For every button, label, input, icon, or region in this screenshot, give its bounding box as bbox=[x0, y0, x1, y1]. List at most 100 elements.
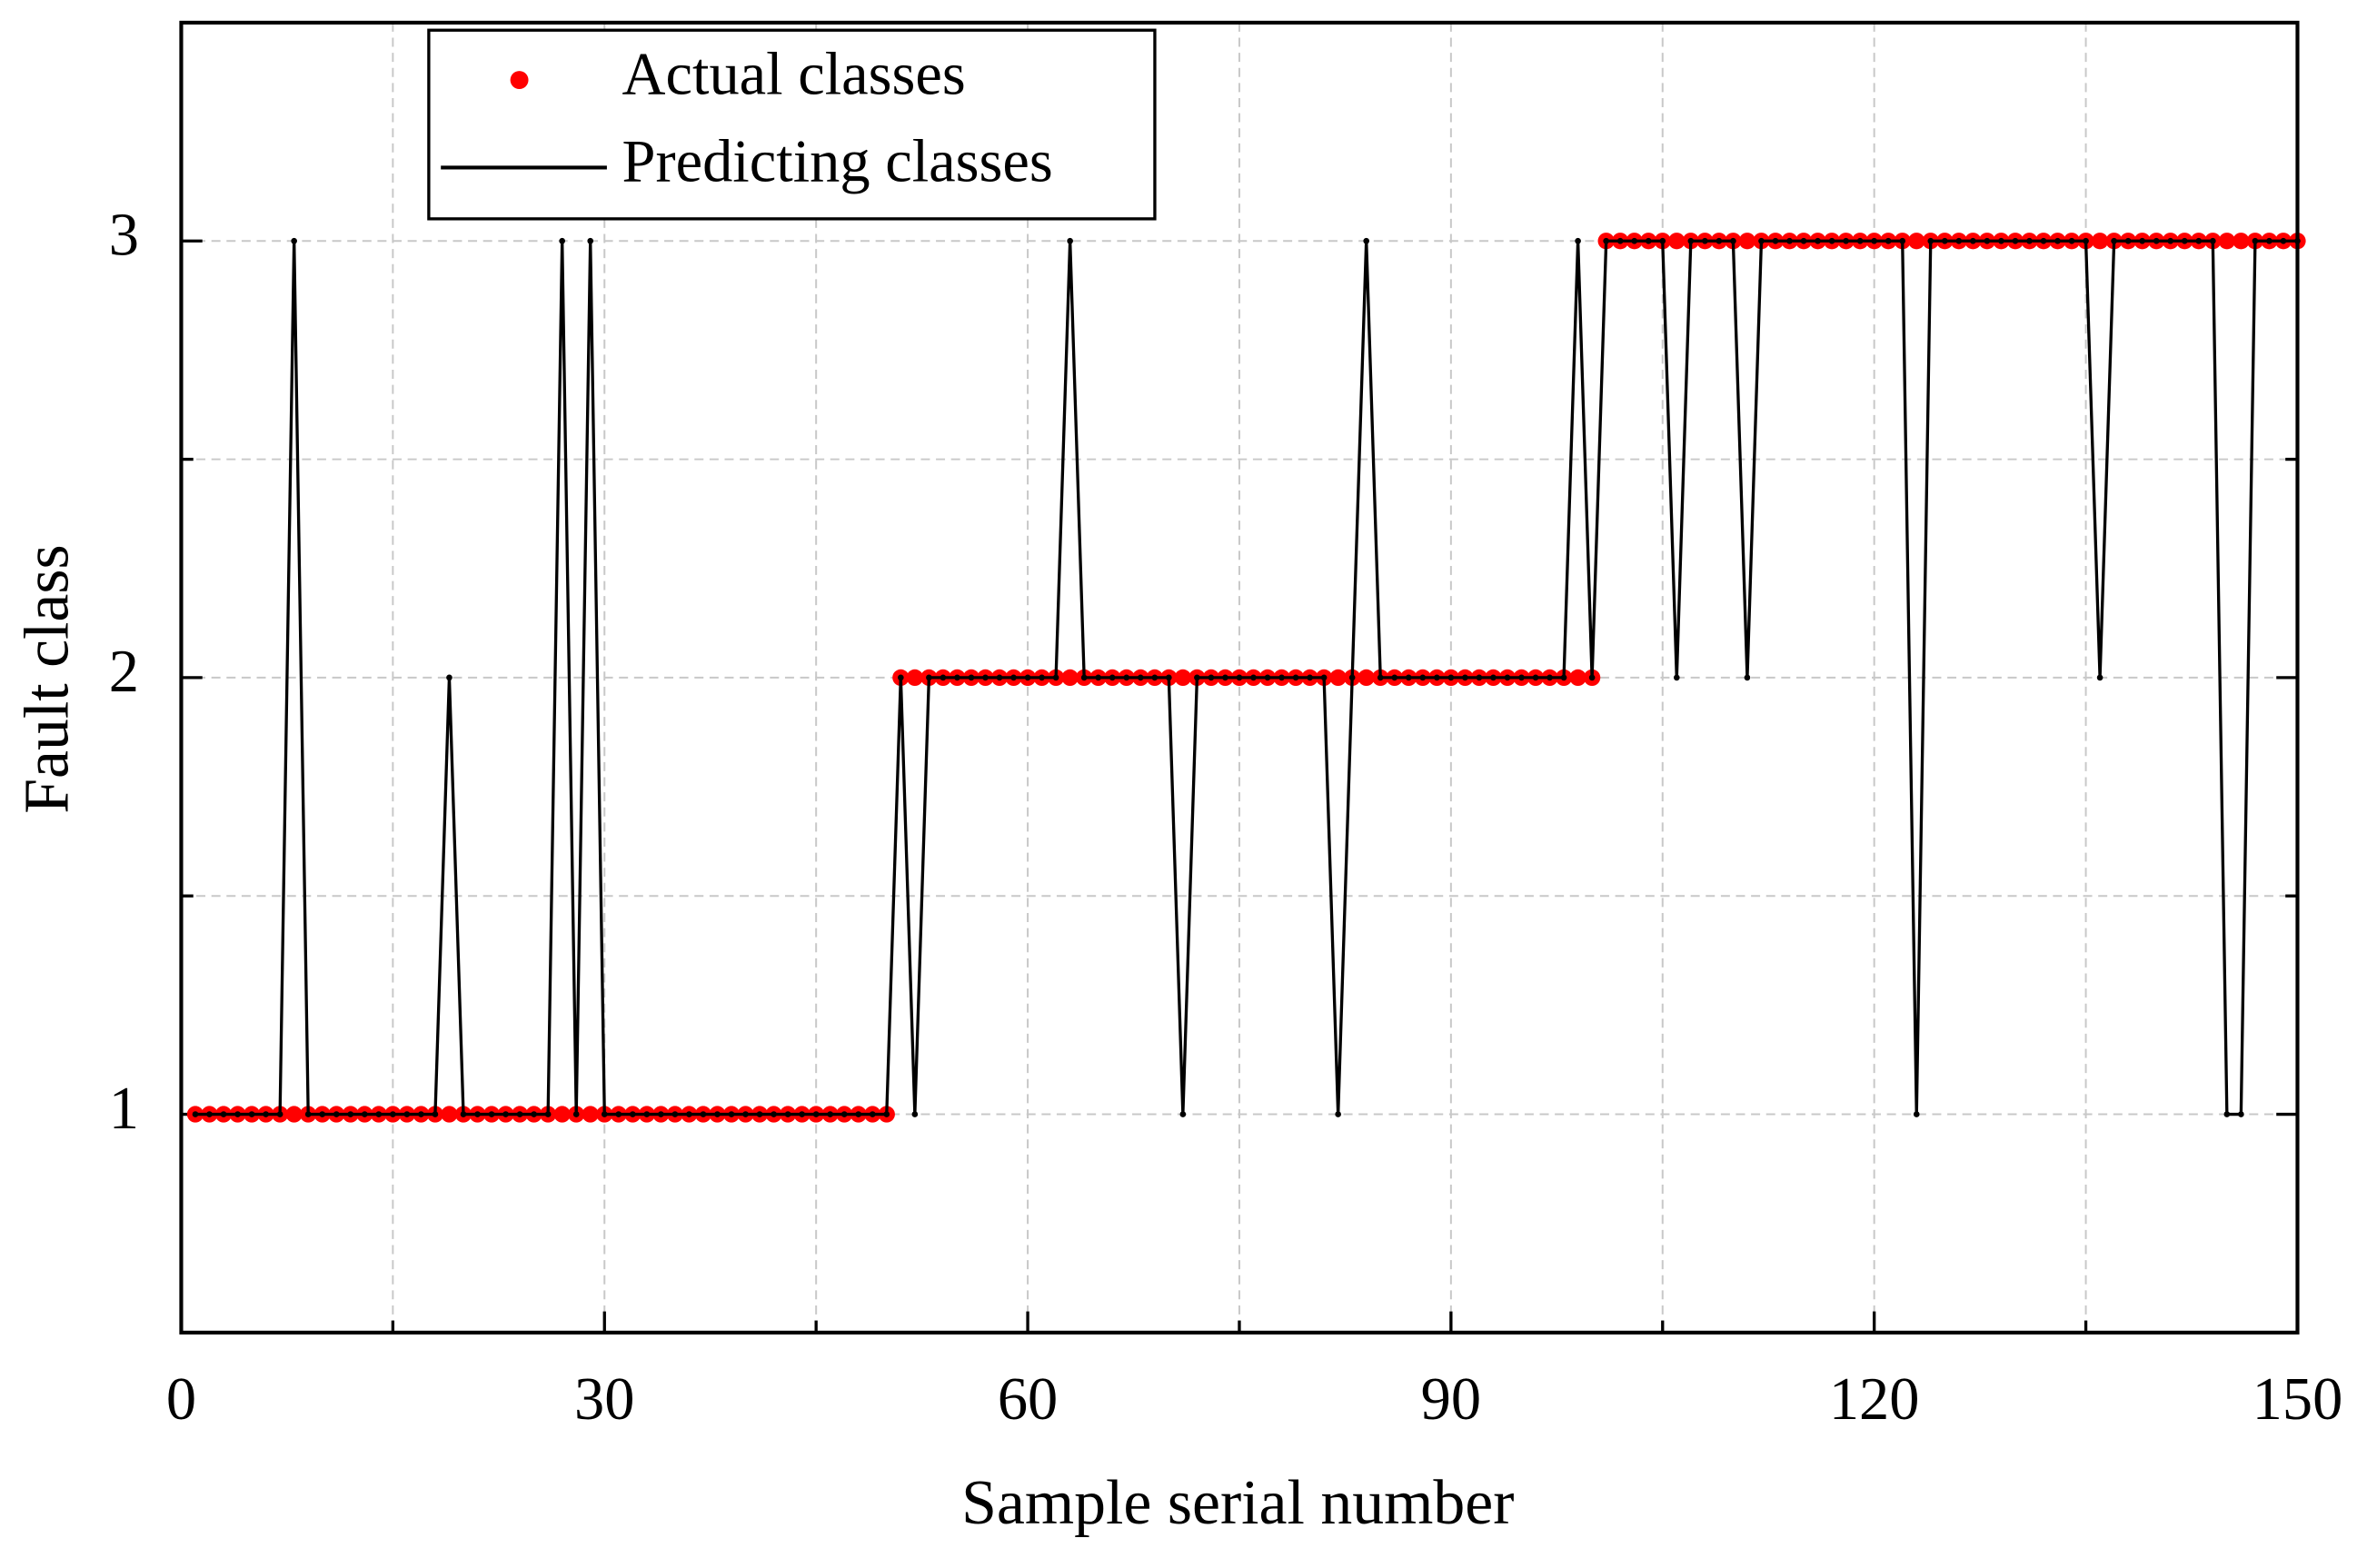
prediction-marker bbox=[1419, 674, 1427, 681]
prediction-marker bbox=[1616, 237, 1624, 244]
prediction-marker bbox=[1504, 674, 1511, 681]
prediction-marker bbox=[572, 1111, 580, 1117]
prediction-marker bbox=[2068, 237, 2075, 244]
prediction-marker bbox=[1984, 237, 1991, 244]
prediction-marker bbox=[1998, 237, 2004, 244]
actual-point bbox=[1668, 233, 1686, 250]
actual-point bbox=[2218, 233, 2235, 250]
prediction-marker bbox=[1871, 237, 1877, 244]
prediction-marker bbox=[1348, 674, 1356, 681]
prediction-marker bbox=[474, 1111, 481, 1117]
prediction-marker bbox=[1645, 237, 1652, 244]
prediction-marker bbox=[361, 1111, 368, 1117]
prediction-marker bbox=[784, 1111, 791, 1117]
actual-point bbox=[1329, 669, 1347, 687]
prediction-marker bbox=[869, 1111, 876, 1117]
prediction-marker bbox=[2252, 237, 2259, 244]
prediction-marker bbox=[1899, 237, 1906, 244]
prediction-marker bbox=[1856, 237, 1864, 244]
prediction-marker bbox=[883, 1111, 890, 1117]
prediction-marker bbox=[1730, 237, 1736, 244]
prediction-marker bbox=[840, 1111, 848, 1117]
actual-point bbox=[285, 1106, 303, 1123]
prediction-marker bbox=[996, 674, 1003, 681]
prediction-marker bbox=[2012, 237, 2019, 244]
prediction-marker bbox=[714, 1111, 721, 1117]
prediction-marker bbox=[1137, 674, 1144, 681]
prediction-marker bbox=[347, 1111, 354, 1117]
prediction-marker bbox=[276, 1111, 283, 1117]
prediction-marker bbox=[1208, 674, 1215, 681]
prediction-marker bbox=[432, 1111, 439, 1117]
prediction-marker bbox=[926, 674, 932, 681]
prediction-marker bbox=[1405, 674, 1412, 681]
prediction-marker bbox=[601, 1111, 608, 1117]
prediction-marker bbox=[1927, 237, 1934, 244]
prediction-marker bbox=[1786, 237, 1793, 244]
prediction-marker bbox=[1010, 674, 1017, 681]
prediction-marker bbox=[1462, 674, 1468, 681]
prediction-marker bbox=[940, 674, 947, 681]
prediction-marker bbox=[1109, 674, 1116, 681]
prediction-marker bbox=[2083, 237, 2089, 244]
prediction-marker bbox=[1702, 237, 1708, 244]
prediction-marker bbox=[192, 1111, 199, 1117]
prediction-marker bbox=[629, 1111, 636, 1117]
actual-point bbox=[1738, 233, 1756, 250]
prediction-marker bbox=[2096, 674, 2103, 681]
prediction-marker bbox=[1815, 237, 1821, 244]
prediction-marker bbox=[1673, 674, 1680, 681]
prediction-marker bbox=[2223, 1111, 2231, 1117]
prediction-marker bbox=[897, 674, 904, 681]
prediction-marker bbox=[1843, 237, 1849, 244]
prediction-marker bbox=[855, 1111, 862, 1117]
prediction-marker bbox=[2124, 237, 2132, 244]
prediction-marker bbox=[1970, 237, 1976, 244]
prediction-marker bbox=[728, 1111, 735, 1117]
prediction-marker bbox=[319, 1111, 326, 1117]
prediction-marker bbox=[502, 1111, 509, 1117]
legend-box bbox=[427, 28, 1157, 221]
prediction-marker bbox=[756, 1111, 763, 1117]
prediction-marker bbox=[1447, 674, 1455, 681]
prediction-marker bbox=[1476, 674, 1483, 681]
prediction-marker bbox=[1434, 674, 1440, 681]
actual-point bbox=[1569, 669, 1586, 687]
prediction-marker bbox=[544, 1111, 552, 1117]
prediction-marker bbox=[1659, 237, 1666, 244]
actual-point bbox=[1908, 233, 1925, 250]
prediction-marker bbox=[671, 1111, 679, 1117]
prediction-marker bbox=[1095, 674, 1102, 681]
prediction-marker bbox=[1320, 674, 1328, 681]
prediction-marker bbox=[658, 1111, 664, 1117]
x-axis-title: Sample serial number bbox=[961, 1468, 1514, 1538]
y-tick-label: 3 bbox=[109, 202, 139, 268]
prediction-marker bbox=[1687, 237, 1695, 244]
prediction-marker bbox=[1560, 674, 1567, 681]
y-tick-label: 2 bbox=[109, 639, 139, 705]
prediction-marker bbox=[291, 237, 297, 244]
x-tick-label: 90 bbox=[1421, 1366, 1481, 1433]
prediction-marker bbox=[911, 1111, 919, 1117]
actual-point bbox=[553, 1106, 571, 1123]
x-tick-label: 60 bbox=[998, 1366, 1058, 1433]
prediction-marker bbox=[488, 1111, 495, 1117]
prediction-marker bbox=[1518, 674, 1525, 681]
prediction-marker bbox=[1194, 674, 1200, 681]
prediction-marker bbox=[446, 674, 453, 681]
prediction-marker bbox=[2153, 237, 2160, 244]
prediction-marker bbox=[1588, 674, 1596, 681]
prediction-marker bbox=[1955, 237, 1963, 244]
prediction-marker bbox=[968, 674, 975, 681]
prediction-marker bbox=[1758, 237, 1765, 244]
prediction-marker bbox=[1913, 1111, 1920, 1117]
prediction-marker bbox=[2280, 237, 2287, 244]
prediction-marker bbox=[742, 1111, 749, 1117]
prediction-marker bbox=[1292, 674, 1299, 681]
plot-frame bbox=[179, 20, 2300, 1335]
prediction-marker bbox=[2111, 237, 2117, 244]
prediction-marker bbox=[1363, 237, 1370, 244]
prediction-marker bbox=[1377, 674, 1384, 681]
x-tick-label: 0 bbox=[166, 1366, 196, 1433]
